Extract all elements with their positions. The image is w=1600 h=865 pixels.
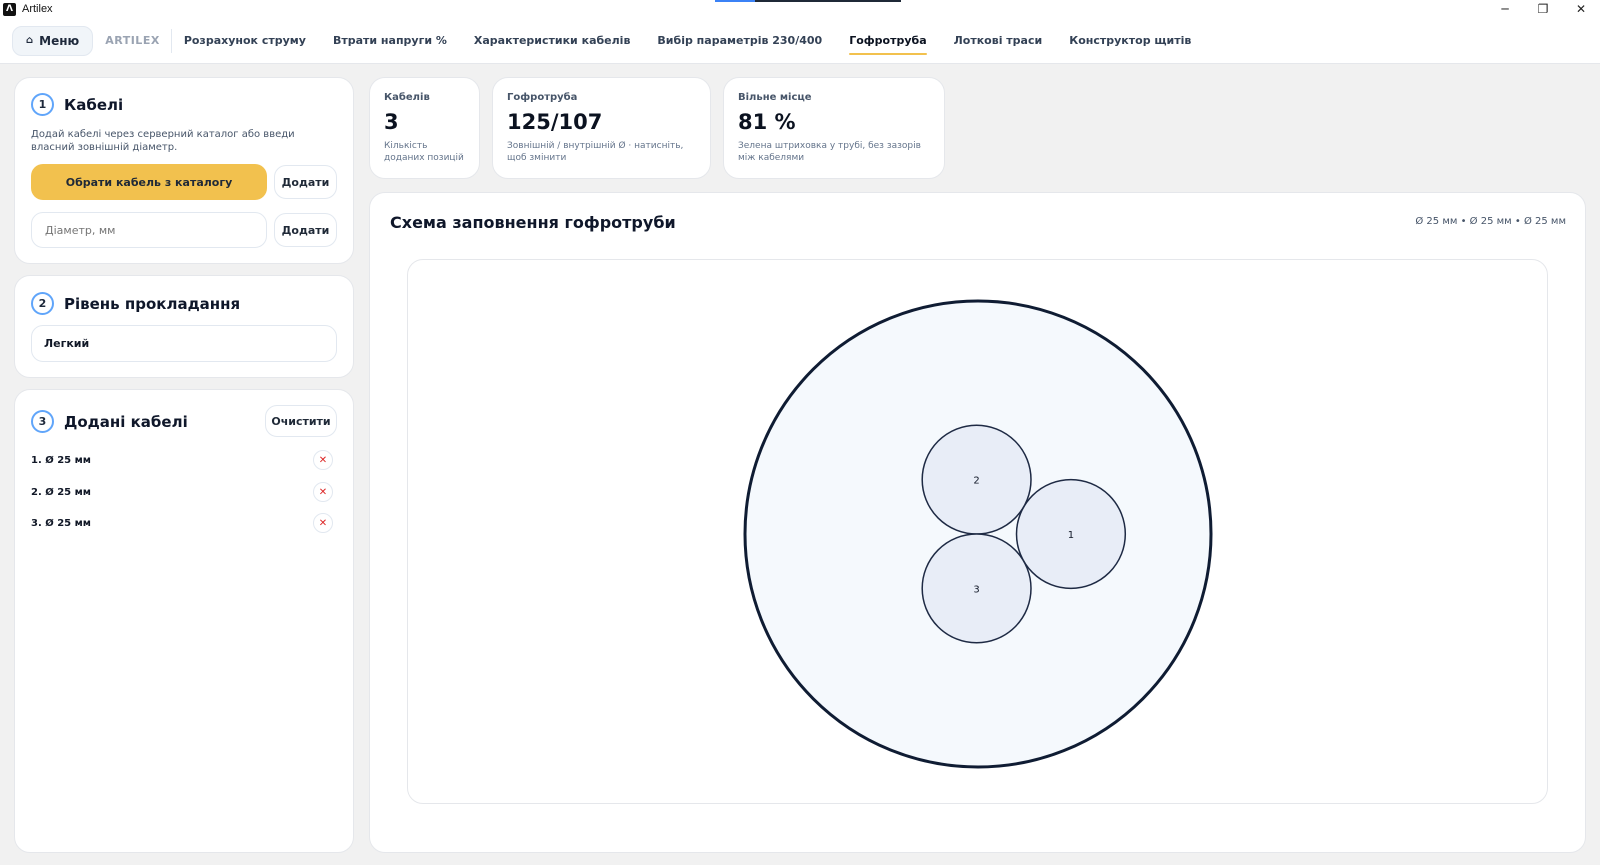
stat-free-value: 81 %	[738, 110, 796, 134]
window-title: Artilex	[22, 3, 53, 15]
cable-circle-1	[1015, 478, 1127, 590]
conduit-diagram-box: 1 2 3	[407, 259, 1548, 804]
add-diameter-button[interactable]: Додати	[274, 213, 337, 247]
close-window-button[interactable]: ✕	[1575, 2, 1587, 16]
step-number-3: 3	[31, 410, 54, 433]
stat-cables-label: Кабелів	[384, 92, 430, 103]
tab-voltage-drop[interactable]: Втрати напруги %	[332, 34, 447, 47]
window-title-bar: Λ Artilex ─ ❐ ✕	[0, 0, 1600, 18]
menu-label: Меню	[39, 33, 80, 48]
stat-conduit-sub: Зовнішній / внутрішній Ø · натисніть, що…	[507, 141, 684, 163]
diagram-title: Схема заповнення гофротруби	[390, 213, 676, 232]
top-navigation: ⌂ Меню ARTILEX Розрахунок струму Втрати …	[0, 18, 1600, 64]
tab-params-230-400[interactable]: Вибір параметрів 230/400	[657, 34, 823, 47]
list-item: 3. Ø 25 мм ✕	[31, 512, 333, 534]
tab-cable-specs[interactable]: Характеристики кабелів	[473, 34, 631, 47]
cable-item-label: 3. Ø 25 мм	[31, 517, 91, 529]
cable-label-3: 3	[973, 584, 979, 595]
stat-free-sub: Зелена штриховка у трубі, без зазорів мі…	[738, 141, 921, 163]
tab-panel-builder[interactable]: Конструктор щитів	[1069, 34, 1192, 47]
tab-current-calc[interactable]: Розрахунок струму	[183, 34, 306, 47]
cables-hint: Додай кабелі через серверний каталог або…	[31, 129, 295, 153]
cable-label-1: 1	[1068, 530, 1074, 541]
cable-circle-3	[921, 533, 1032, 644]
stat-cables-card: Кабелів 3 Кількість доданих позицій	[369, 77, 480, 179]
clear-button[interactable]: Очистити	[265, 405, 337, 437]
diagram-panel: Схема заповнення гофротруби Ø 25 мм • Ø …	[369, 192, 1586, 853]
list-item: 1. Ø 25 мм ✕	[31, 449, 333, 471]
tab-conduit[interactable]: Гофротруба	[849, 18, 928, 64]
remove-cable-3-icon[interactable]: ✕	[313, 513, 333, 533]
added-cables-title: Додані кабелі	[64, 412, 188, 431]
add-catalog-cable-button[interactable]: Додати	[274, 165, 337, 199]
diagram-summary: Ø 25 мм • Ø 25 мм • Ø 25 мм	[1415, 216, 1566, 227]
cables-card: 1 Кабелі Додай кабелі через серверний ка…	[14, 77, 354, 264]
minimize-button[interactable]: ─	[1501, 2, 1509, 16]
menu-button[interactable]: ⌂ Меню	[12, 25, 94, 56]
select-from-catalog-button[interactable]: Обрати кабель з каталогу	[31, 164, 267, 200]
diameter-input[interactable]	[31, 212, 267, 248]
step-number-1: 1	[31, 93, 54, 116]
stat-conduit-value: 125/107	[507, 110, 603, 134]
step-number-2: 2	[31, 292, 54, 315]
list-item: 2. Ø 25 мм ✕	[31, 481, 333, 503]
maximize-button[interactable]: ❐	[1537, 2, 1549, 16]
app-logo-icon: Λ	[3, 2, 16, 16]
title-accent-bar	[715, 0, 901, 2]
added-cables-card: 3 Додані кабелі Очистити 1. Ø 25 мм ✕ 2.…	[14, 389, 354, 853]
stat-cables-sub: Кількість доданих позицій	[384, 141, 464, 163]
nav-tabs: Розрахунок струму Втрати напруги % Харак…	[184, 18, 1219, 64]
stat-free-card: Вільне місце 81 % Зелена штриховка у тру…	[723, 77, 945, 179]
level-title: Рівень прокладання	[64, 294, 241, 313]
cable-item-label: 1. Ø 25 мм	[31, 454, 91, 466]
stat-conduit-label: Гофротруба	[507, 92, 578, 103]
brand-label: ARTILEX	[105, 28, 172, 53]
cables-title: Кабелі	[64, 95, 124, 114]
remove-cable-1-icon[interactable]: ✕	[313, 450, 333, 470]
stat-conduit-card[interactable]: Гофротруба 125/107 Зовнішній / внутрішні…	[492, 77, 711, 179]
stat-free-label: Вільне місце	[738, 92, 812, 103]
cable-item-label: 2. Ø 25 мм	[31, 486, 91, 498]
level-card: 2 Рівень прокладання Легкий	[14, 275, 354, 378]
laying-level-select[interactable]: Легкий	[31, 325, 337, 362]
remove-cable-2-icon[interactable]: ✕	[313, 482, 333, 502]
conduit-diagram: 1 2 3	[743, 299, 1213, 769]
cable-label-2: 2	[973, 476, 979, 487]
stat-cables-value: 3	[384, 110, 399, 134]
home-icon: ⌂	[26, 35, 34, 46]
tab-tray-routes[interactable]: Лоткові траси	[953, 34, 1043, 47]
